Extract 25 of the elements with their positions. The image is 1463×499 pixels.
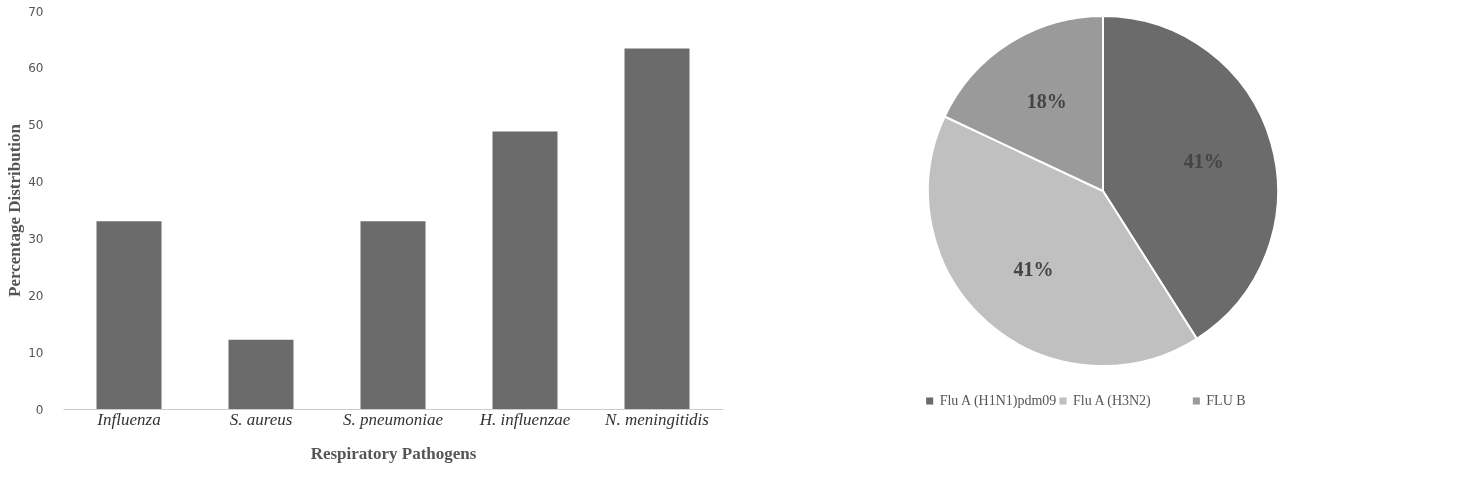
legend-label: FLU B: [1206, 393, 1246, 408]
bar: [96, 221, 162, 409]
bar: [624, 48, 690, 409]
y-tick-label: 30: [28, 231, 44, 246]
x-tick-label: S. aureus: [229, 409, 293, 429]
legend-label: Flu A (H3N2): [1073, 393, 1152, 409]
y-tick-label: 10: [28, 345, 44, 360]
y-tick-label: 20: [28, 288, 44, 303]
x-tick-label: S. pneumoniae: [342, 409, 444, 429]
data-label: 41%: [1013, 257, 1054, 280]
y-tick-label: 40: [28, 175, 44, 190]
bar: [228, 339, 294, 409]
bar: [360, 221, 426, 409]
x-axis-title: Respiratory Pathogens: [310, 443, 477, 463]
x-tick-label: H. influenzae: [478, 409, 571, 429]
x-tick-label: Influenza: [96, 409, 161, 429]
data-label: 18%: [1026, 90, 1067, 113]
y-tick-label: 70: [28, 4, 44, 19]
y-axis-title: Percentage Distribution: [5, 123, 25, 297]
y-tick-label: 50: [28, 118, 44, 133]
x-tick-label: N. meningitidis: [604, 409, 710, 429]
legend-label: Flu A (H1N1)pdm09: [939, 393, 1057, 409]
y-tick-label: 0: [35, 402, 44, 417]
bar: [492, 131, 558, 409]
y-tick-label: 60: [28, 61, 44, 76]
